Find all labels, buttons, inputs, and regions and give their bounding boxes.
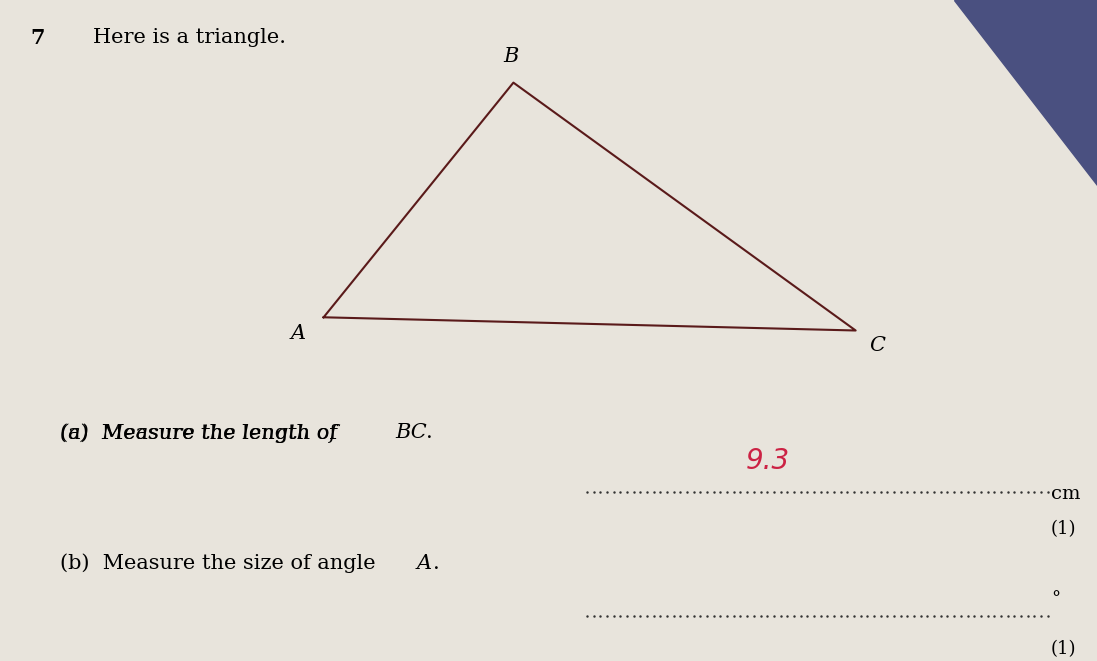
Text: 7: 7 <box>31 28 45 48</box>
Text: .: . <box>433 554 440 572</box>
Text: °: ° <box>1051 590 1060 608</box>
Text: .: . <box>426 424 432 442</box>
Text: (b)  Measure the size of angle: (b) Measure the size of angle <box>60 553 383 573</box>
Text: B: B <box>504 47 519 65</box>
Text: C: C <box>870 336 885 355</box>
Text: (a)  Measure the length of: (a) Measure the length of <box>60 423 344 443</box>
Text: A: A <box>291 325 306 343</box>
Text: Here is a triangle.: Here is a triangle. <box>93 28 286 47</box>
Polygon shape <box>954 0 1097 185</box>
Text: (a)  Measure the length of: (a) Measure the length of <box>60 423 344 443</box>
Text: (1): (1) <box>1051 640 1076 658</box>
Text: cm: cm <box>1051 485 1081 504</box>
Text: BC: BC <box>395 424 427 442</box>
Text: 9.3: 9.3 <box>746 447 790 475</box>
Text: (1): (1) <box>1051 520 1076 538</box>
Text: A: A <box>417 554 432 572</box>
